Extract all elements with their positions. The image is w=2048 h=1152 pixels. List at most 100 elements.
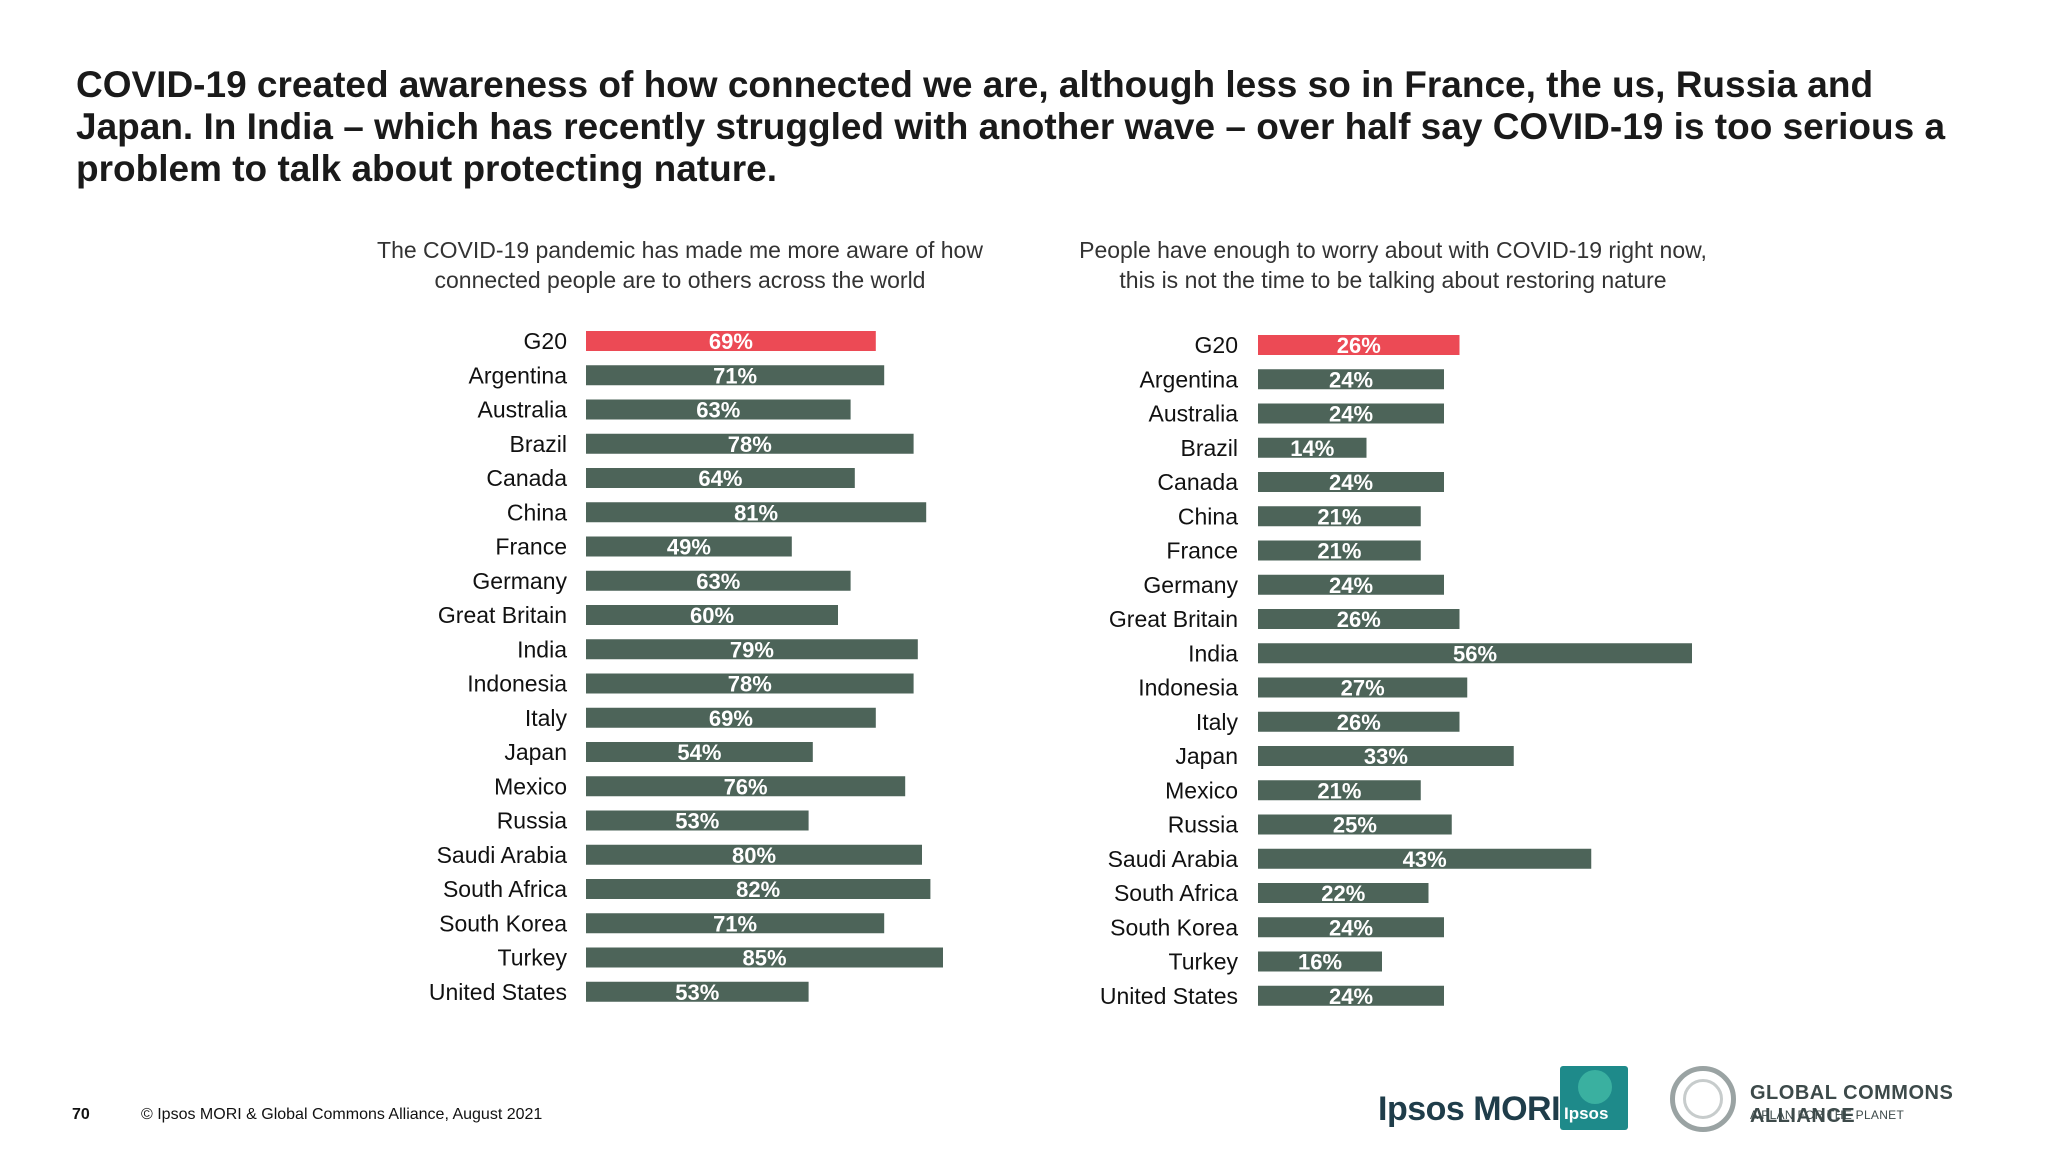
bar-value-label: 80% bbox=[732, 843, 776, 868]
page-number: 70 bbox=[72, 1106, 90, 1123]
bar bbox=[1258, 780, 1421, 801]
bar-value-label: 85% bbox=[742, 946, 786, 971]
bar-value-label: 24% bbox=[1329, 367, 1373, 392]
bar bbox=[586, 399, 851, 420]
bar bbox=[1258, 711, 1460, 732]
bar bbox=[1258, 403, 1444, 424]
category-label: South Korea bbox=[1110, 914, 1238, 940]
bar-value-label: 21% bbox=[1317, 539, 1361, 564]
bar-value-label: 24% bbox=[1329, 402, 1373, 427]
bar-value-label: 26% bbox=[1337, 333, 1381, 358]
bar-value-label: 60% bbox=[690, 603, 734, 628]
bar bbox=[586, 331, 876, 351]
bar bbox=[586, 639, 918, 660]
bar bbox=[1258, 848, 1592, 869]
chart-title-line: People have enough to worry about with C… bbox=[1079, 237, 1707, 263]
category-label: Mexico bbox=[1165, 777, 1238, 803]
category-label: South Korea bbox=[439, 910, 567, 936]
category-label: Japan bbox=[504, 739, 567, 765]
category-label: Canada bbox=[486, 465, 567, 491]
global-commons-alliance-tagline: A PLAN FOR THE PLANET bbox=[1750, 1108, 1905, 1122]
bar bbox=[586, 468, 855, 488]
category-label: Argentina bbox=[1140, 366, 1239, 392]
category-label: Brazil bbox=[509, 431, 567, 457]
bar bbox=[1258, 985, 1444, 1006]
bar bbox=[1258, 677, 1468, 698]
bar bbox=[586, 536, 792, 557]
bar-value-label: 78% bbox=[728, 672, 772, 697]
bar-value-label: 76% bbox=[724, 774, 768, 799]
page-headline: COVID-19 created awareness of how connec… bbox=[76, 64, 1946, 189]
chart-awareness-connected: The COVID-19 pandemic has made me more a… bbox=[377, 237, 983, 1005]
category-label: Indonesia bbox=[1138, 675, 1238, 701]
bar-value-label: 53% bbox=[675, 980, 719, 1005]
bar bbox=[586, 879, 931, 899]
bar-value-label: 64% bbox=[698, 466, 742, 491]
bar-value-label: 56% bbox=[1453, 641, 1497, 666]
category-label: Turkey bbox=[498, 945, 568, 971]
category-label: Russia bbox=[1168, 812, 1239, 838]
chart-title-line: The COVID-19 pandemic has made me more a… bbox=[377, 237, 983, 263]
global-commons-alliance-name: GLOBAL COMMONS ALLIANCE bbox=[1750, 1082, 1954, 1127]
category-label: India bbox=[1188, 640, 1238, 666]
category-label: India bbox=[517, 636, 567, 662]
bar bbox=[1258, 643, 1692, 664]
bar-value-label: 26% bbox=[1337, 607, 1381, 632]
bar bbox=[1258, 951, 1382, 972]
bar bbox=[586, 742, 813, 762]
bar-value-label: 63% bbox=[696, 398, 740, 423]
bar-value-label: 63% bbox=[696, 569, 740, 594]
bar-value-label: 33% bbox=[1364, 744, 1408, 769]
bar-value-label: 81% bbox=[734, 500, 778, 525]
category-label: G20 bbox=[524, 328, 567, 354]
bar-value-label: 71% bbox=[713, 363, 757, 388]
chart-title-line: this is not the time to be talking about… bbox=[1119, 267, 1666, 293]
copyright-notice: © Ipsos MORI & Global Commons Alliance, … bbox=[141, 1106, 543, 1123]
bar-value-label: 24% bbox=[1329, 573, 1373, 598]
bar-value-label: 69% bbox=[709, 329, 753, 354]
category-label: Great Britain bbox=[1109, 606, 1238, 632]
bar-value-label: 79% bbox=[730, 637, 774, 662]
ipsos-badge-logo: Ipsos bbox=[1560, 1066, 1628, 1130]
bar-value-label: 22% bbox=[1321, 881, 1365, 906]
bar bbox=[1258, 472, 1444, 492]
category-label: South Africa bbox=[443, 876, 567, 902]
category-label: Turkey bbox=[1169, 949, 1239, 975]
chart-title-line: connected people are to others across th… bbox=[435, 267, 926, 293]
bar-value-label: 26% bbox=[1337, 710, 1381, 735]
bar-value-label: 49% bbox=[667, 535, 711, 560]
ipsos-badge-text: Ipsos bbox=[1564, 1104, 1609, 1123]
bar bbox=[586, 433, 914, 454]
bar-value-label: 21% bbox=[1317, 504, 1361, 529]
bar-value-label: 82% bbox=[736, 877, 780, 902]
bar-value-label: 43% bbox=[1403, 847, 1447, 872]
category-label: Germany bbox=[472, 568, 567, 594]
bar bbox=[586, 981, 809, 1002]
bar-value-label: 24% bbox=[1329, 915, 1373, 940]
bar bbox=[586, 707, 876, 728]
bar bbox=[586, 502, 927, 523]
bar bbox=[1258, 506, 1421, 527]
bar bbox=[586, 947, 943, 968]
category-label: Japan bbox=[1175, 743, 1238, 769]
bar bbox=[586, 776, 906, 797]
category-label: Great Britain bbox=[438, 602, 567, 628]
category-label: Canada bbox=[1157, 469, 1238, 495]
ipsos-badge-icon bbox=[1578, 1070, 1612, 1104]
bar bbox=[1258, 917, 1444, 938]
bar-value-label: 24% bbox=[1329, 470, 1373, 495]
chart-not-time-for-nature: People have enough to worry about with C… bbox=[1079, 237, 1707, 1009]
category-label: France bbox=[495, 534, 567, 560]
bar-value-label: 69% bbox=[709, 706, 753, 731]
global-commons-ring-icon bbox=[1670, 1066, 1736, 1132]
bar bbox=[1258, 814, 1452, 835]
bar-value-label: 27% bbox=[1341, 676, 1385, 701]
category-label: United States bbox=[429, 979, 567, 1005]
category-label: China bbox=[507, 499, 567, 525]
ipsos-mori-logo: Ipsos MORI bbox=[1378, 1090, 1561, 1128]
bar bbox=[586, 810, 809, 831]
bar-value-label: 78% bbox=[728, 432, 772, 457]
bar-value-label: 54% bbox=[677, 740, 721, 765]
bar-value-label: 16% bbox=[1298, 950, 1342, 975]
